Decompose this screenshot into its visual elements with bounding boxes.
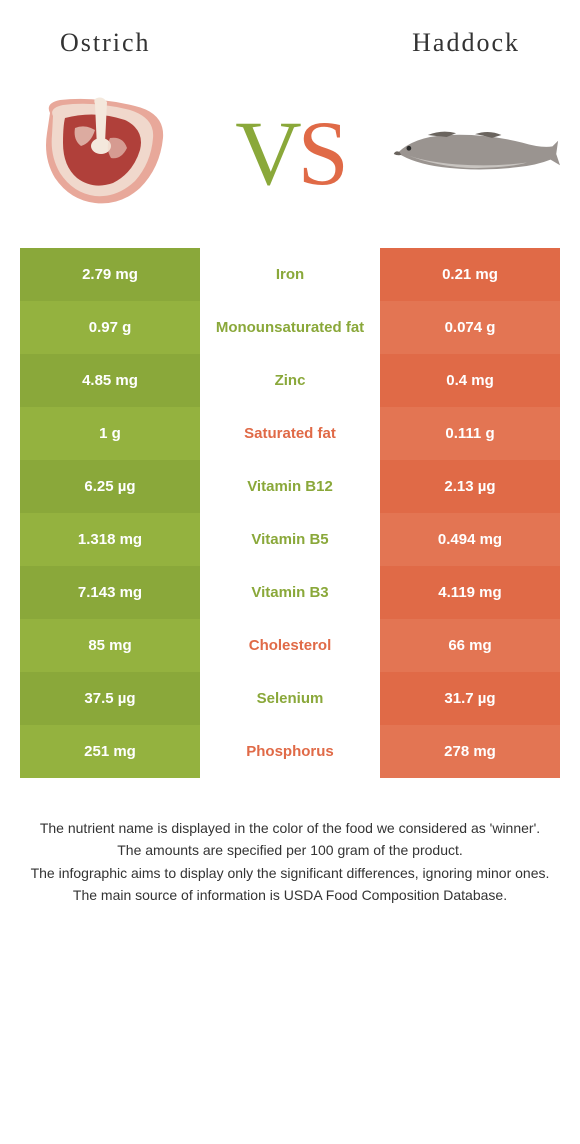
left-value: 37.5 µg [20,672,200,725]
nutrient-label: Iron [200,248,380,301]
table-row: 6.25 µgVitamin B122.13 µg [20,460,560,513]
right-value: 278 mg [380,725,560,778]
fish-icon [390,118,560,188]
right-value: 31.7 µg [380,672,560,725]
table-row: 251 mgPhosphorus278 mg [20,725,560,778]
header: Ostrich Haddock [0,0,580,78]
right-value: 0.21 mg [380,248,560,301]
right-food-title: Haddock [412,28,520,58]
left-value: 1 g [20,407,200,460]
nutrient-label: Vitamin B3 [200,566,380,619]
right-value: 66 mg [380,619,560,672]
nutrient-label: Saturated fat [200,407,380,460]
vs-label: VS [235,100,345,206]
table-row: 1 gSaturated fat0.111 g [20,407,560,460]
table-row: 1.318 mgVitamin B50.494 mg [20,513,560,566]
left-value: 2.79 mg [20,248,200,301]
meat-icon [25,88,185,218]
table-row: 4.85 mgZinc0.4 mg [20,354,560,407]
right-value: 0.074 g [380,301,560,354]
footnote-line: The amounts are specified per 100 gram o… [30,840,550,860]
left-value: 4.85 mg [20,354,200,407]
table-row: 7.143 mgVitamin B34.119 mg [20,566,560,619]
table-row: 0.97 gMonounsaturated fat0.074 g [20,301,560,354]
nutrient-label: Zinc [200,354,380,407]
left-value: 85 mg [20,619,200,672]
nutrient-label: Monounsaturated fat [200,301,380,354]
footnotes: The nutrient name is displayed in the co… [0,778,580,905]
table-row: 2.79 mgIron0.21 mg [20,248,560,301]
right-value: 0.4 mg [380,354,560,407]
left-value: 1.318 mg [20,513,200,566]
nutrient-label: Cholesterol [200,619,380,672]
right-value: 2.13 µg [380,460,560,513]
nutrient-label: Phosphorus [200,725,380,778]
right-food-image [390,88,560,218]
left-value: 6.25 µg [20,460,200,513]
right-value: 0.494 mg [380,513,560,566]
footnote-line: The main source of information is USDA F… [30,885,550,905]
nutrient-label: Selenium [200,672,380,725]
right-value: 0.111 g [380,407,560,460]
left-food-title: Ostrich [60,28,151,58]
table-row: 37.5 µgSelenium31.7 µg [20,672,560,725]
right-value: 4.119 mg [380,566,560,619]
nutrient-label: Vitamin B5 [200,513,380,566]
left-value: 0.97 g [20,301,200,354]
vs-v: V [235,102,297,204]
vs-s: S [298,102,345,204]
table-row: 85 mgCholesterol66 mg [20,619,560,672]
images-row: VS [0,78,580,248]
nutrient-table: 2.79 mgIron0.21 mg0.97 gMonounsaturated … [20,248,560,778]
nutrient-label: Vitamin B12 [200,460,380,513]
footnote-line: The nutrient name is displayed in the co… [30,818,550,838]
left-value: 7.143 mg [20,566,200,619]
left-food-image [20,88,190,218]
footnote-line: The infographic aims to display only the… [30,863,550,883]
left-value: 251 mg [20,725,200,778]
